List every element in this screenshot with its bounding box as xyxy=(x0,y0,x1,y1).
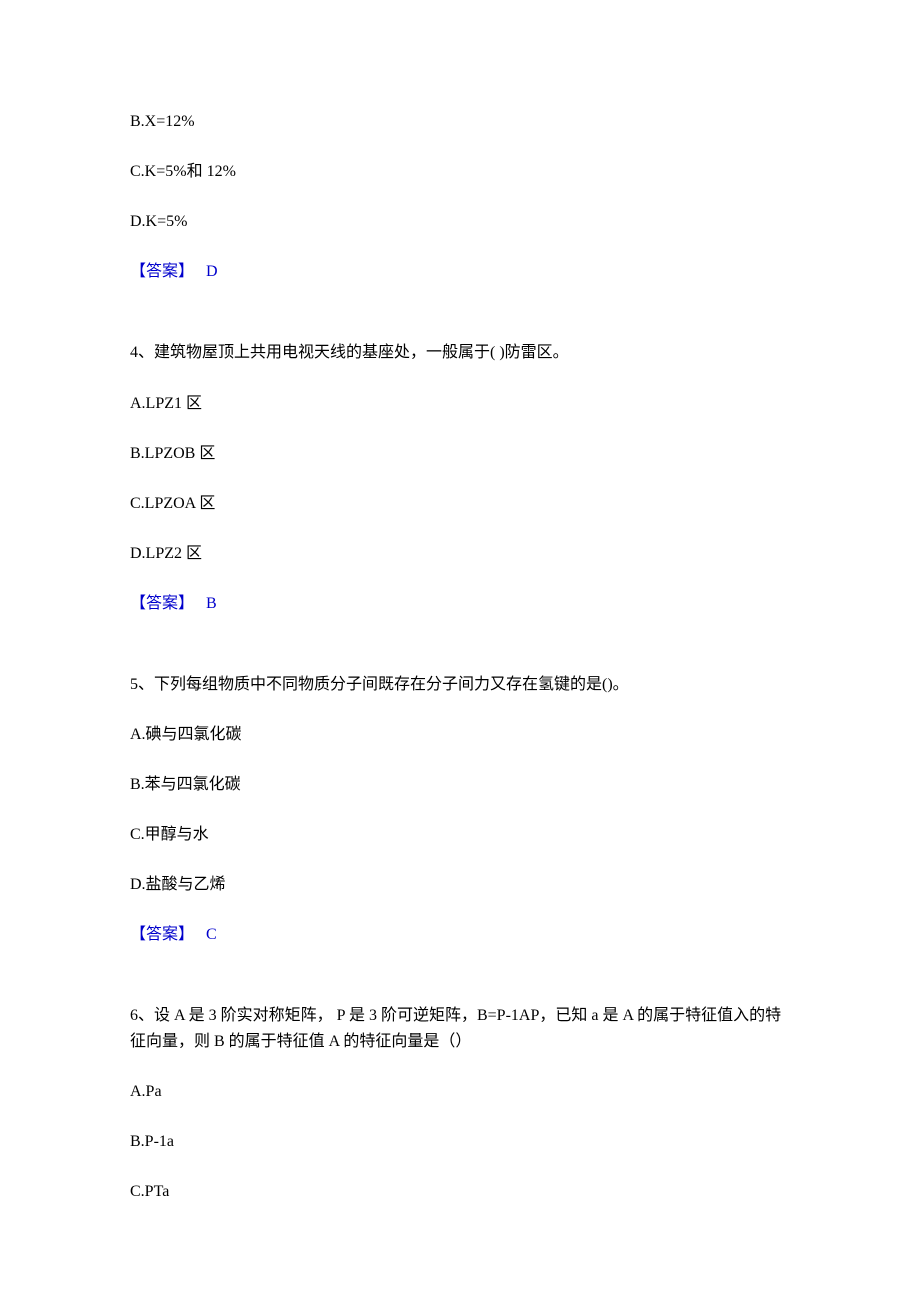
q3-option-d: D.K=5% xyxy=(130,210,790,234)
q5-answer-value: C xyxy=(206,926,217,943)
q4-option-b: B.LPZOB 区 xyxy=(130,442,790,466)
q6-option-c: C.PTa xyxy=(130,1180,790,1204)
q3-option-b: B.X=12% xyxy=(130,110,790,134)
q4-option-c: C.LPZOA 区 xyxy=(130,492,790,516)
q3-answer-label: 【答案】 xyxy=(130,263,194,280)
q3-answer: 【答案】 D xyxy=(130,260,790,284)
q5-option-a: A.碘与四氯化碳 xyxy=(130,723,790,747)
q4-option-d: D.LPZ2 区 xyxy=(130,542,790,566)
q4-answer: 【答案】 B xyxy=(130,592,790,616)
q6-option-b: B.P-1a xyxy=(130,1130,790,1154)
q4-question: 4、建筑物屋顶上共用电视天线的基座处，一般属于( )防雷区。 xyxy=(130,340,790,366)
q5-answer-label: 【答案】 xyxy=(130,926,194,943)
q4-answer-label: 【答案】 xyxy=(130,595,194,612)
q5-answer: 【答案】 C xyxy=(130,923,790,947)
q5-option-b: B.苯与四氯化碳 xyxy=(130,773,790,797)
q5-option-d: D.盐酸与乙烯 xyxy=(130,873,790,897)
q3-answer-value: D xyxy=(206,263,218,280)
q6-option-a: A.Pa xyxy=(130,1080,790,1104)
q5-question: 5、下列每组物质中不同物质分子间既存在分子间力又存在氢键的是()。 xyxy=(130,672,790,698)
q4-option-a: A.LPZ1 区 xyxy=(130,392,790,416)
q6-question: 6、设 A 是 3 阶实对称矩阵， P 是 3 阶可逆矩阵，B=P-1AP，已知… xyxy=(130,1003,790,1054)
q3-option-c: C.K=5%和 12% xyxy=(130,160,790,184)
q5-option-c: C.甲醇与水 xyxy=(130,823,790,847)
q4-answer-value: B xyxy=(206,595,217,612)
